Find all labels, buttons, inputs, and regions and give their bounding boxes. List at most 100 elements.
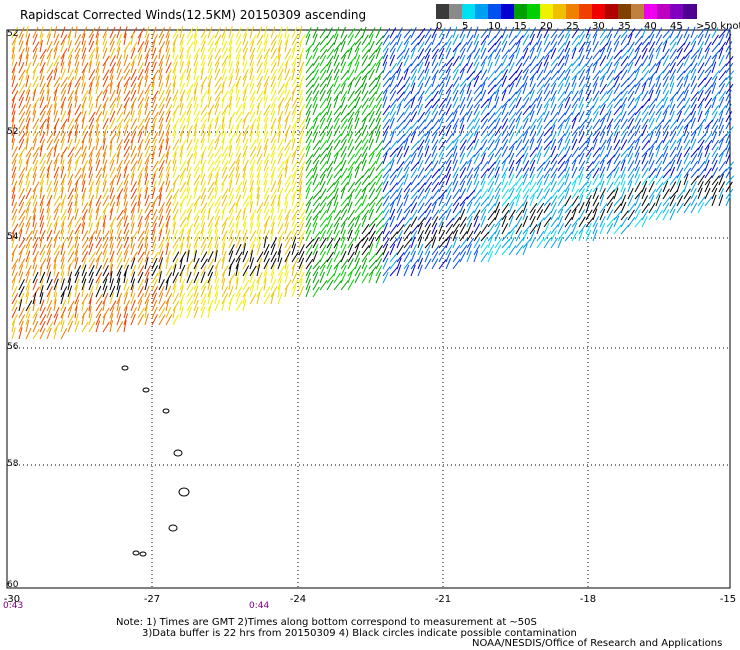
wind-barb [410, 161, 420, 172]
wind-barb [382, 189, 392, 200]
wind-barb [53, 132, 60, 144]
wind-barb [697, 145, 704, 158]
wind-barb [60, 68, 66, 81]
wind-barb [417, 250, 424, 263]
wind-barb [200, 90, 208, 102]
wind-barb [396, 84, 406, 95]
wind-barb [235, 292, 241, 305]
wind-barb [88, 48, 96, 60]
wind-barb [585, 138, 591, 151]
wind-barb [270, 201, 275, 214]
wind-barb [494, 166, 500, 179]
wind-barb [95, 215, 102, 228]
wind-barb [326, 209, 335, 221]
wind-barb [683, 69, 692, 81]
wind-barb [606, 84, 616, 95]
wind-barb [655, 70, 665, 81]
wind-barb [207, 131, 211, 144]
wind-barb [123, 132, 131, 144]
wind-barb [144, 173, 149, 186]
wind-barb [452, 76, 460, 88]
wind-barb [291, 34, 299, 46]
wind-barb [641, 63, 650, 74]
wind-barb [144, 236, 148, 249]
wind-barb [116, 160, 123, 172]
wind-barb [389, 126, 398, 137]
wind-barb [676, 195, 684, 207]
wind-barb [172, 306, 176, 319]
wind-barb [18, 201, 25, 214]
wind-barb [312, 76, 320, 88]
wind-barb [102, 278, 108, 291]
wind-barb [725, 89, 732, 102]
wind-barb [396, 202, 404, 214]
wind-barb [683, 41, 691, 53]
wind-barb [151, 82, 155, 95]
wind-barb [557, 55, 565, 67]
wind-barb [445, 159, 452, 172]
wind-barb [403, 118, 412, 130]
wind-barb [487, 112, 496, 123]
wind-barb [270, 145, 277, 158]
wind-barb [109, 97, 117, 109]
wind-barb [459, 96, 466, 109]
wind-barb [11, 146, 18, 158]
wind-barb [326, 182, 335, 193]
wind-barb [697, 55, 705, 67]
wind-barb [613, 34, 621, 46]
wind-barb [501, 75, 508, 88]
wind-barb [648, 145, 654, 158]
wind-barb [291, 243, 297, 256]
wind-barb [340, 34, 348, 46]
wind-barb [11, 173, 16, 186]
wind-barb [361, 251, 370, 263]
wind-barb [88, 251, 96, 263]
wind-barb [25, 292, 30, 305]
wind-barb [473, 26, 479, 39]
wind-barb [634, 202, 642, 214]
wind-barb [95, 285, 102, 298]
wind-barb [361, 168, 370, 179]
wind-barb [417, 167, 425, 179]
wind-barb [74, 124, 79, 137]
wind-barb [11, 299, 18, 312]
wind-barb [634, 91, 644, 102]
wind-barb [284, 201, 289, 214]
wind-barb [116, 61, 122, 74]
wind-barb [389, 153, 397, 165]
wind-barb [508, 131, 515, 144]
wind-barb [39, 118, 47, 130]
wind-barb [88, 264, 95, 277]
wind-barb [592, 174, 599, 186]
wind-barb [445, 68, 451, 81]
wind-barb [585, 201, 591, 214]
wind-barb [88, 138, 93, 151]
wind-barb [60, 40, 66, 53]
wind-barb [151, 257, 158, 270]
wind-barb [466, 62, 474, 74]
wind-barb [235, 264, 239, 277]
wind-barb [620, 224, 630, 235]
wind-barb [459, 174, 467, 186]
wind-barb [606, 202, 613, 214]
wind-barb [459, 161, 468, 172]
wind-barb [144, 215, 150, 228]
wind-barb [480, 55, 488, 67]
wind-barb [473, 230, 482, 242]
wind-barb [669, 175, 678, 186]
wind-barb [165, 236, 171, 249]
wind-barb [193, 89, 197, 102]
wind-barb [256, 124, 260, 137]
wind-barb [123, 111, 131, 123]
wind-barb [46, 321, 54, 333]
wind-barb [298, 118, 306, 130]
wind-barb [655, 105, 664, 116]
wind-barb [613, 196, 623, 207]
wind-barb [459, 223, 467, 235]
wind-barb [270, 188, 278, 200]
wind-barb [648, 33, 655, 46]
wind-barb [207, 96, 212, 109]
wind-barb [704, 76, 713, 88]
wind-barb [53, 215, 60, 228]
wind-barb [53, 264, 57, 277]
